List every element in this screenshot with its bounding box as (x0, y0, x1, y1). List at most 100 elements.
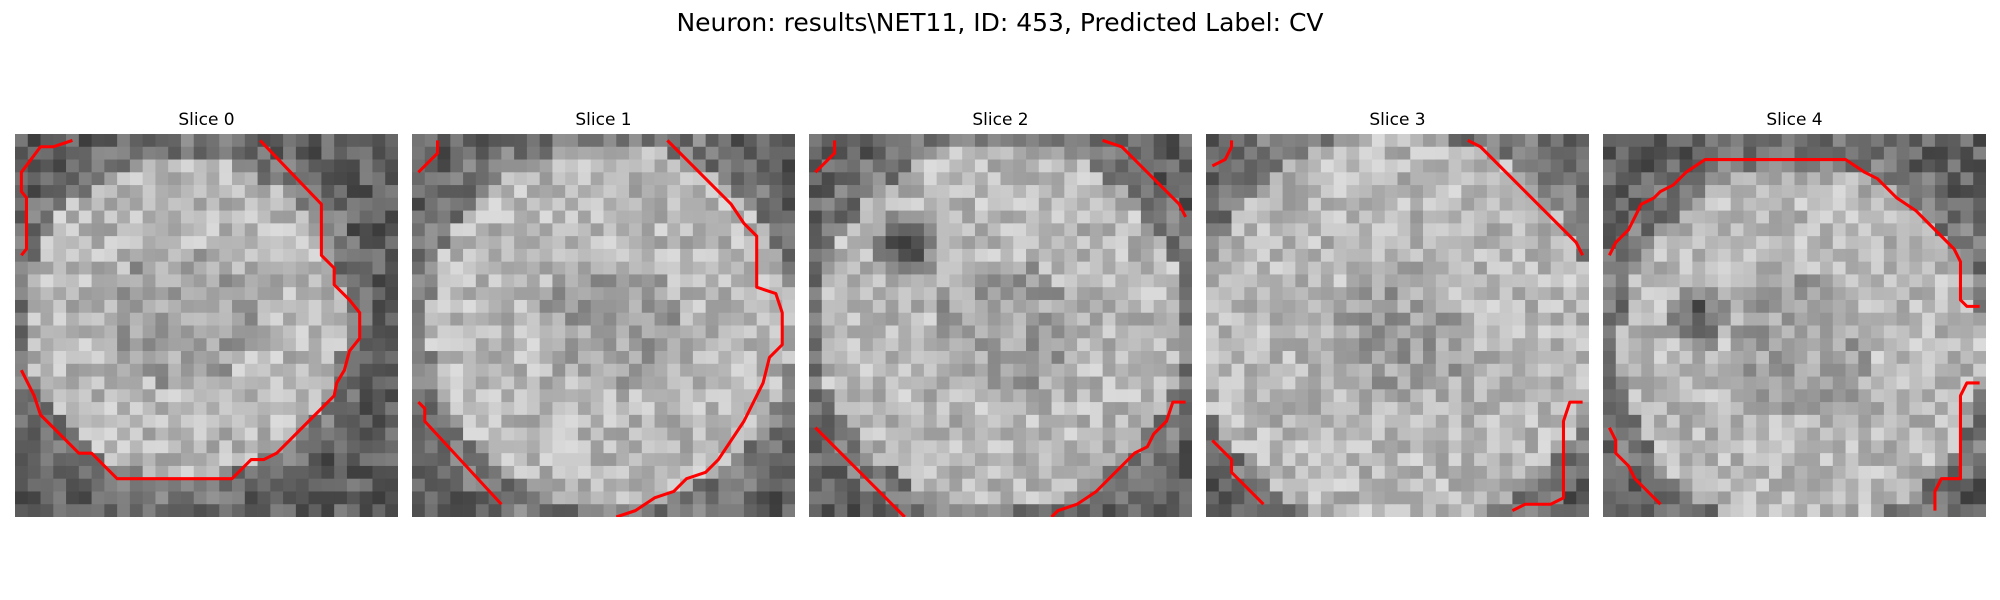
pixel-cell (117, 376, 131, 390)
pixel-cell (1820, 478, 1834, 492)
pixel-cell (1679, 223, 1693, 237)
pixel-cell (1282, 504, 1296, 517)
pixel-cell (1832, 338, 1846, 352)
pixel-cell (463, 197, 477, 211)
pixel-cell (142, 338, 156, 352)
pixel-cell (1679, 351, 1693, 365)
pixel-cell (860, 261, 874, 275)
pixel-cell (949, 491, 963, 505)
pixel-cell (1871, 478, 1885, 492)
pixel-cell (1115, 440, 1129, 454)
pixel-cell (680, 453, 694, 467)
pixel-cell (1896, 261, 1910, 275)
pixel-cell (475, 159, 489, 173)
pixel-cell (1820, 427, 1834, 441)
pixel-cell (180, 146, 195, 160)
pixel-cell (244, 248, 258, 263)
pixel-cell (1102, 338, 1116, 352)
pixel-cell (731, 402, 745, 416)
pixel-cell (667, 159, 681, 173)
pixel-cell (1832, 440, 1846, 454)
slice-panel-1: Slice 1 (412, 108, 795, 520)
pixel-cell (1269, 223, 1283, 237)
pixel-cell (1244, 440, 1258, 454)
pixel-cell (66, 427, 80, 441)
pixel-cell (731, 134, 745, 148)
pixel-cell (475, 223, 489, 237)
pixel-cell (1756, 491, 1770, 505)
pixel-cell (1166, 312, 1180, 326)
pixel-cell (308, 146, 322, 160)
pixel-cell (372, 427, 386, 441)
pixel-cell (463, 338, 477, 352)
pixel-cell (705, 287, 719, 301)
pixel-cell (1282, 261, 1296, 275)
pixel-cell (987, 287, 1001, 301)
pixel-cell (1257, 274, 1271, 288)
pixel-cell (295, 210, 310, 224)
pixel-cell (437, 159, 451, 173)
pixel-cell (1909, 414, 1923, 429)
pixel-cell (1512, 427, 1526, 441)
pixel-cell (283, 236, 297, 250)
pixel-cell (1603, 223, 1617, 237)
pixel-cell (1858, 465, 1872, 480)
pixel-cell (1026, 504, 1040, 517)
pixel-cell (834, 325, 848, 339)
pixel-cell (949, 159, 963, 173)
pixel-cell (1257, 159, 1271, 173)
pixel-cell (885, 146, 899, 160)
pixel-cell (1435, 504, 1449, 517)
pixel-cell (15, 223, 29, 237)
pixel-cell (1576, 465, 1589, 480)
pixel-cell (1756, 248, 1770, 263)
pixel-cell (1308, 146, 1322, 160)
pixel-cell (1756, 146, 1770, 160)
pixel-cell (232, 312, 246, 326)
pixel-cell (1282, 465, 1296, 480)
pixel-cell (1269, 363, 1283, 377)
pixel-cell (565, 312, 579, 326)
pixel-cell (1768, 236, 1783, 250)
pixel-cell (463, 363, 477, 377)
pixel-cell (1051, 453, 1065, 467)
pixel-cell (475, 465, 489, 480)
pixel-cell (1743, 363, 1757, 377)
pixel-cell (142, 210, 156, 224)
pixel-cell (1179, 402, 1192, 416)
pixel-cell (552, 146, 566, 160)
pixel-cell (450, 236, 464, 250)
pixel-cell (974, 210, 989, 224)
pixel-cell (412, 491, 426, 505)
pixel-cell (1641, 453, 1655, 467)
pixel-cell (731, 376, 745, 390)
pixel-cell (1448, 427, 1462, 441)
slice-panel-0: Slice 0 (15, 108, 398, 520)
pixel-cell (1615, 172, 1629, 186)
pixel-cell (232, 389, 246, 403)
pixel-cell (142, 453, 156, 467)
pixel-cell (974, 325, 989, 339)
pixel-cell (488, 389, 502, 403)
pixel-cell (565, 478, 579, 492)
pixel-cell (488, 134, 502, 148)
pixel-cell (1346, 261, 1360, 275)
pixel-cell (53, 210, 67, 224)
pixel-cell (590, 146, 604, 160)
pixel-cell (1448, 299, 1462, 314)
pixel-cell (1077, 172, 1091, 186)
pixel-cell (1064, 236, 1078, 250)
pixel-cell (1077, 146, 1091, 160)
pixel-cell (526, 185, 541, 199)
pixel-cell (1563, 159, 1577, 173)
pixel-cell (1679, 478, 1693, 492)
pixel-cell (1550, 504, 1564, 517)
pixel-cell (1717, 223, 1732, 237)
pixel-cell (372, 338, 386, 352)
pixel-cell (692, 261, 707, 275)
pixel-cell (1077, 197, 1091, 211)
pixel-cell (821, 338, 835, 352)
pixel-cell (78, 478, 92, 492)
pixel-cell (1563, 287, 1577, 301)
pixel-cell (974, 236, 989, 250)
